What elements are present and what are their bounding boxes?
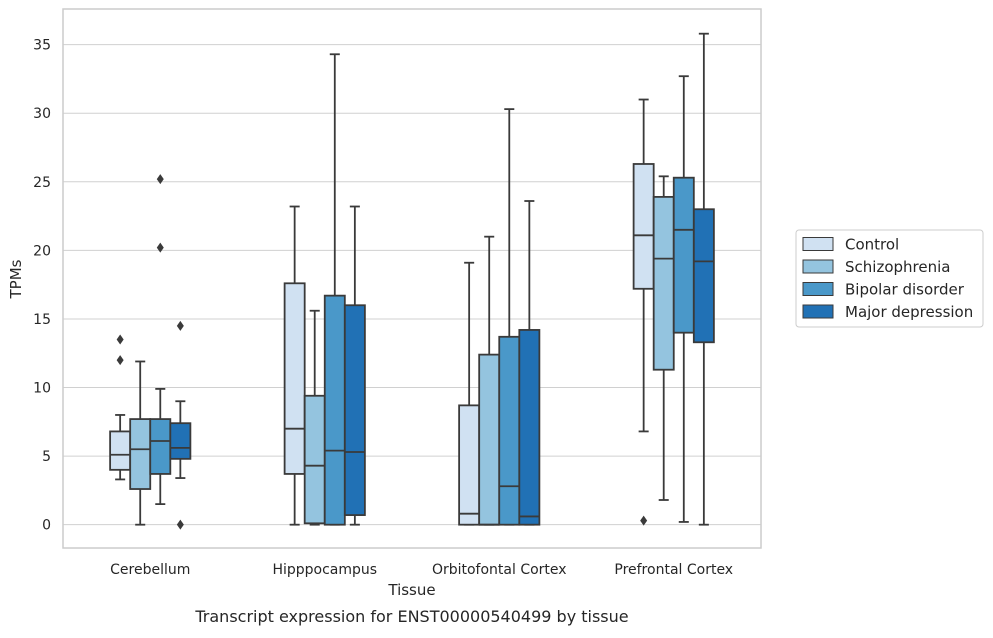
- y-tick-label: 10: [33, 381, 51, 397]
- y-tick-label: 15: [33, 312, 51, 328]
- legend-label: Control: [845, 236, 899, 254]
- x-axis-label: Tissue: [387, 581, 435, 599]
- box-iqr: [652, 195, 675, 371]
- legend: Control Schizophrenia Bipolar disorder Majo…: [795, 229, 984, 328]
- box-iqr: [458, 404, 481, 526]
- x-tick-label: Orbitofontal Cortex: [432, 562, 567, 578]
- legend-swatch: [802, 304, 834, 319]
- box-schizophrenia: [129, 360, 152, 526]
- box-bipolar-disorder: [323, 53, 346, 526]
- box-control: [632, 98, 655, 526]
- legend-swatch: [802, 259, 834, 274]
- legend-label: Bipolar disorder: [845, 281, 965, 299]
- legend-frame: [795, 229, 984, 328]
- outlier-point: [116, 334, 124, 345]
- box-major-depression: [169, 320, 192, 530]
- legend-item: Major depression: [802, 303, 973, 321]
- box-control: [458, 261, 481, 526]
- box-layer: [109, 32, 715, 530]
- box-iqr: [478, 353, 501, 526]
- legend-swatch: [802, 282, 834, 296]
- plot-frame: [62, 8, 762, 549]
- y-tick-label: 30: [33, 106, 51, 122]
- box-schizophrenia: [303, 309, 326, 526]
- box-major-depression: [692, 32, 715, 526]
- legend-item: Bipolar disorder: [802, 281, 965, 299]
- box-iqr: [129, 418, 152, 490]
- box-iqr: [672, 176, 695, 334]
- legend-item: Schizophrenia: [802, 258, 950, 276]
- y-tick-labels: 0 5 10 15 20 25 30 35: [33, 38, 51, 534]
- box-control: [109, 334, 132, 481]
- box-major-depression: [343, 205, 366, 526]
- box-schizophrenia: [652, 175, 675, 501]
- legend-swatch: [802, 237, 834, 251]
- box-iqr: [149, 418, 172, 475]
- outlier-point: [156, 242, 164, 253]
- outlier-point: [156, 174, 164, 185]
- legend-label: Schizophrenia: [845, 258, 950, 276]
- box-iqr: [518, 329, 541, 526]
- figure-caption: Transcript expression for ENST0000054049…: [194, 607, 628, 626]
- box-iqr: [169, 422, 192, 460]
- box-iqr: [303, 394, 326, 525]
- y-axis-label: TPMs: [7, 259, 25, 299]
- x-tick-label: Prefrontal Cortex: [614, 562, 733, 578]
- box-iqr: [632, 163, 655, 290]
- outlier-point: [176, 320, 184, 331]
- y-tick-label: 25: [33, 175, 51, 191]
- legend-items: Control Schizophrenia Bipolar disorder Majo…: [802, 236, 973, 321]
- box-iqr: [283, 282, 306, 475]
- box-iqr: [343, 304, 366, 516]
- outlier-point: [116, 355, 124, 366]
- x-tick-label: Cerebellum: [110, 562, 190, 578]
- x-tick-label: Hipppocampus: [272, 562, 377, 578]
- y-tick-label: 0: [42, 518, 51, 534]
- box-major-depression: [518, 200, 541, 526]
- box-bipolar-disorder: [672, 75, 695, 523]
- box-iqr: [109, 430, 132, 471]
- outlier-point: [176, 519, 184, 530]
- x-tick-labels: Cerebellum Hipppocampus Orbitofontal Corte…: [110, 562, 733, 578]
- outlier-point: [640, 515, 648, 526]
- box-iqr: [498, 335, 521, 526]
- box-control: [283, 205, 306, 526]
- box-iqr: [323, 294, 346, 526]
- legend-label: Major depression: [845, 303, 973, 321]
- legend-item: Control: [802, 236, 899, 254]
- y-tick-label: 35: [33, 38, 51, 54]
- y-tick-label: 5: [42, 449, 51, 465]
- box-iqr: [692, 208, 715, 344]
- y-tick-label: 20: [33, 243, 51, 259]
